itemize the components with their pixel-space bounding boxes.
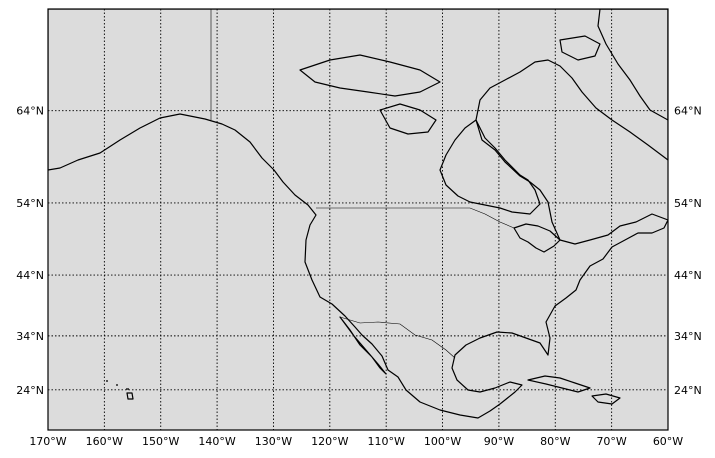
latitude-label-left: 44°N xyxy=(16,269,44,282)
latitude-label-left: 54°N xyxy=(16,197,44,210)
latitude-label-right: 44°N xyxy=(674,269,702,282)
map-background xyxy=(48,9,668,430)
longitude-label: 140°W xyxy=(198,435,235,448)
longitude-label: 110°W xyxy=(367,435,404,448)
us-mexico-border xyxy=(339,316,456,359)
longitude-label: 170°W xyxy=(29,435,66,448)
map-frame xyxy=(47,8,669,431)
latitude-label-left: 64°N xyxy=(16,105,44,118)
latitude-label-right: 24°N xyxy=(674,384,702,397)
longitude-label: 70°W xyxy=(596,435,626,448)
latitude-label-left: 24°N xyxy=(16,384,44,397)
longitude-label: 150°W xyxy=(142,435,179,448)
graticule xyxy=(48,9,668,430)
north-america-coastline xyxy=(48,9,668,419)
longitude-label: 120°W xyxy=(311,435,348,448)
greenland xyxy=(597,9,668,121)
latitude-label-right: 64°N xyxy=(674,105,702,118)
longitude-label: 90°W xyxy=(484,435,514,448)
baja-california xyxy=(339,316,387,375)
arctic-islands-2 xyxy=(379,103,437,135)
hudson-bay xyxy=(439,119,541,215)
hawaii xyxy=(106,380,134,400)
longitude-label: 130°W xyxy=(255,435,292,448)
coastlines xyxy=(48,9,668,419)
latitude-label-right: 54°N xyxy=(674,197,702,210)
longitude-label: 160°W xyxy=(86,435,123,448)
hispaniola xyxy=(591,393,621,405)
longitude-label: 60°W xyxy=(653,435,683,448)
arctic-islands-3 xyxy=(559,35,601,61)
arctic-islands xyxy=(299,54,441,97)
longitude-label: 100°W xyxy=(424,435,461,448)
great-lakes xyxy=(513,223,561,253)
longitude-label: 80°W xyxy=(540,435,570,448)
cuba xyxy=(527,375,591,393)
latitude-label-left: 34°N xyxy=(16,330,44,343)
latitude-label-right: 34°N xyxy=(674,330,702,343)
us-canada-border xyxy=(316,207,515,229)
graticule-labels: 170°W 160°W 150°W 140°W 130°W 120°W 110°W 100°W… xyxy=(16,105,701,448)
